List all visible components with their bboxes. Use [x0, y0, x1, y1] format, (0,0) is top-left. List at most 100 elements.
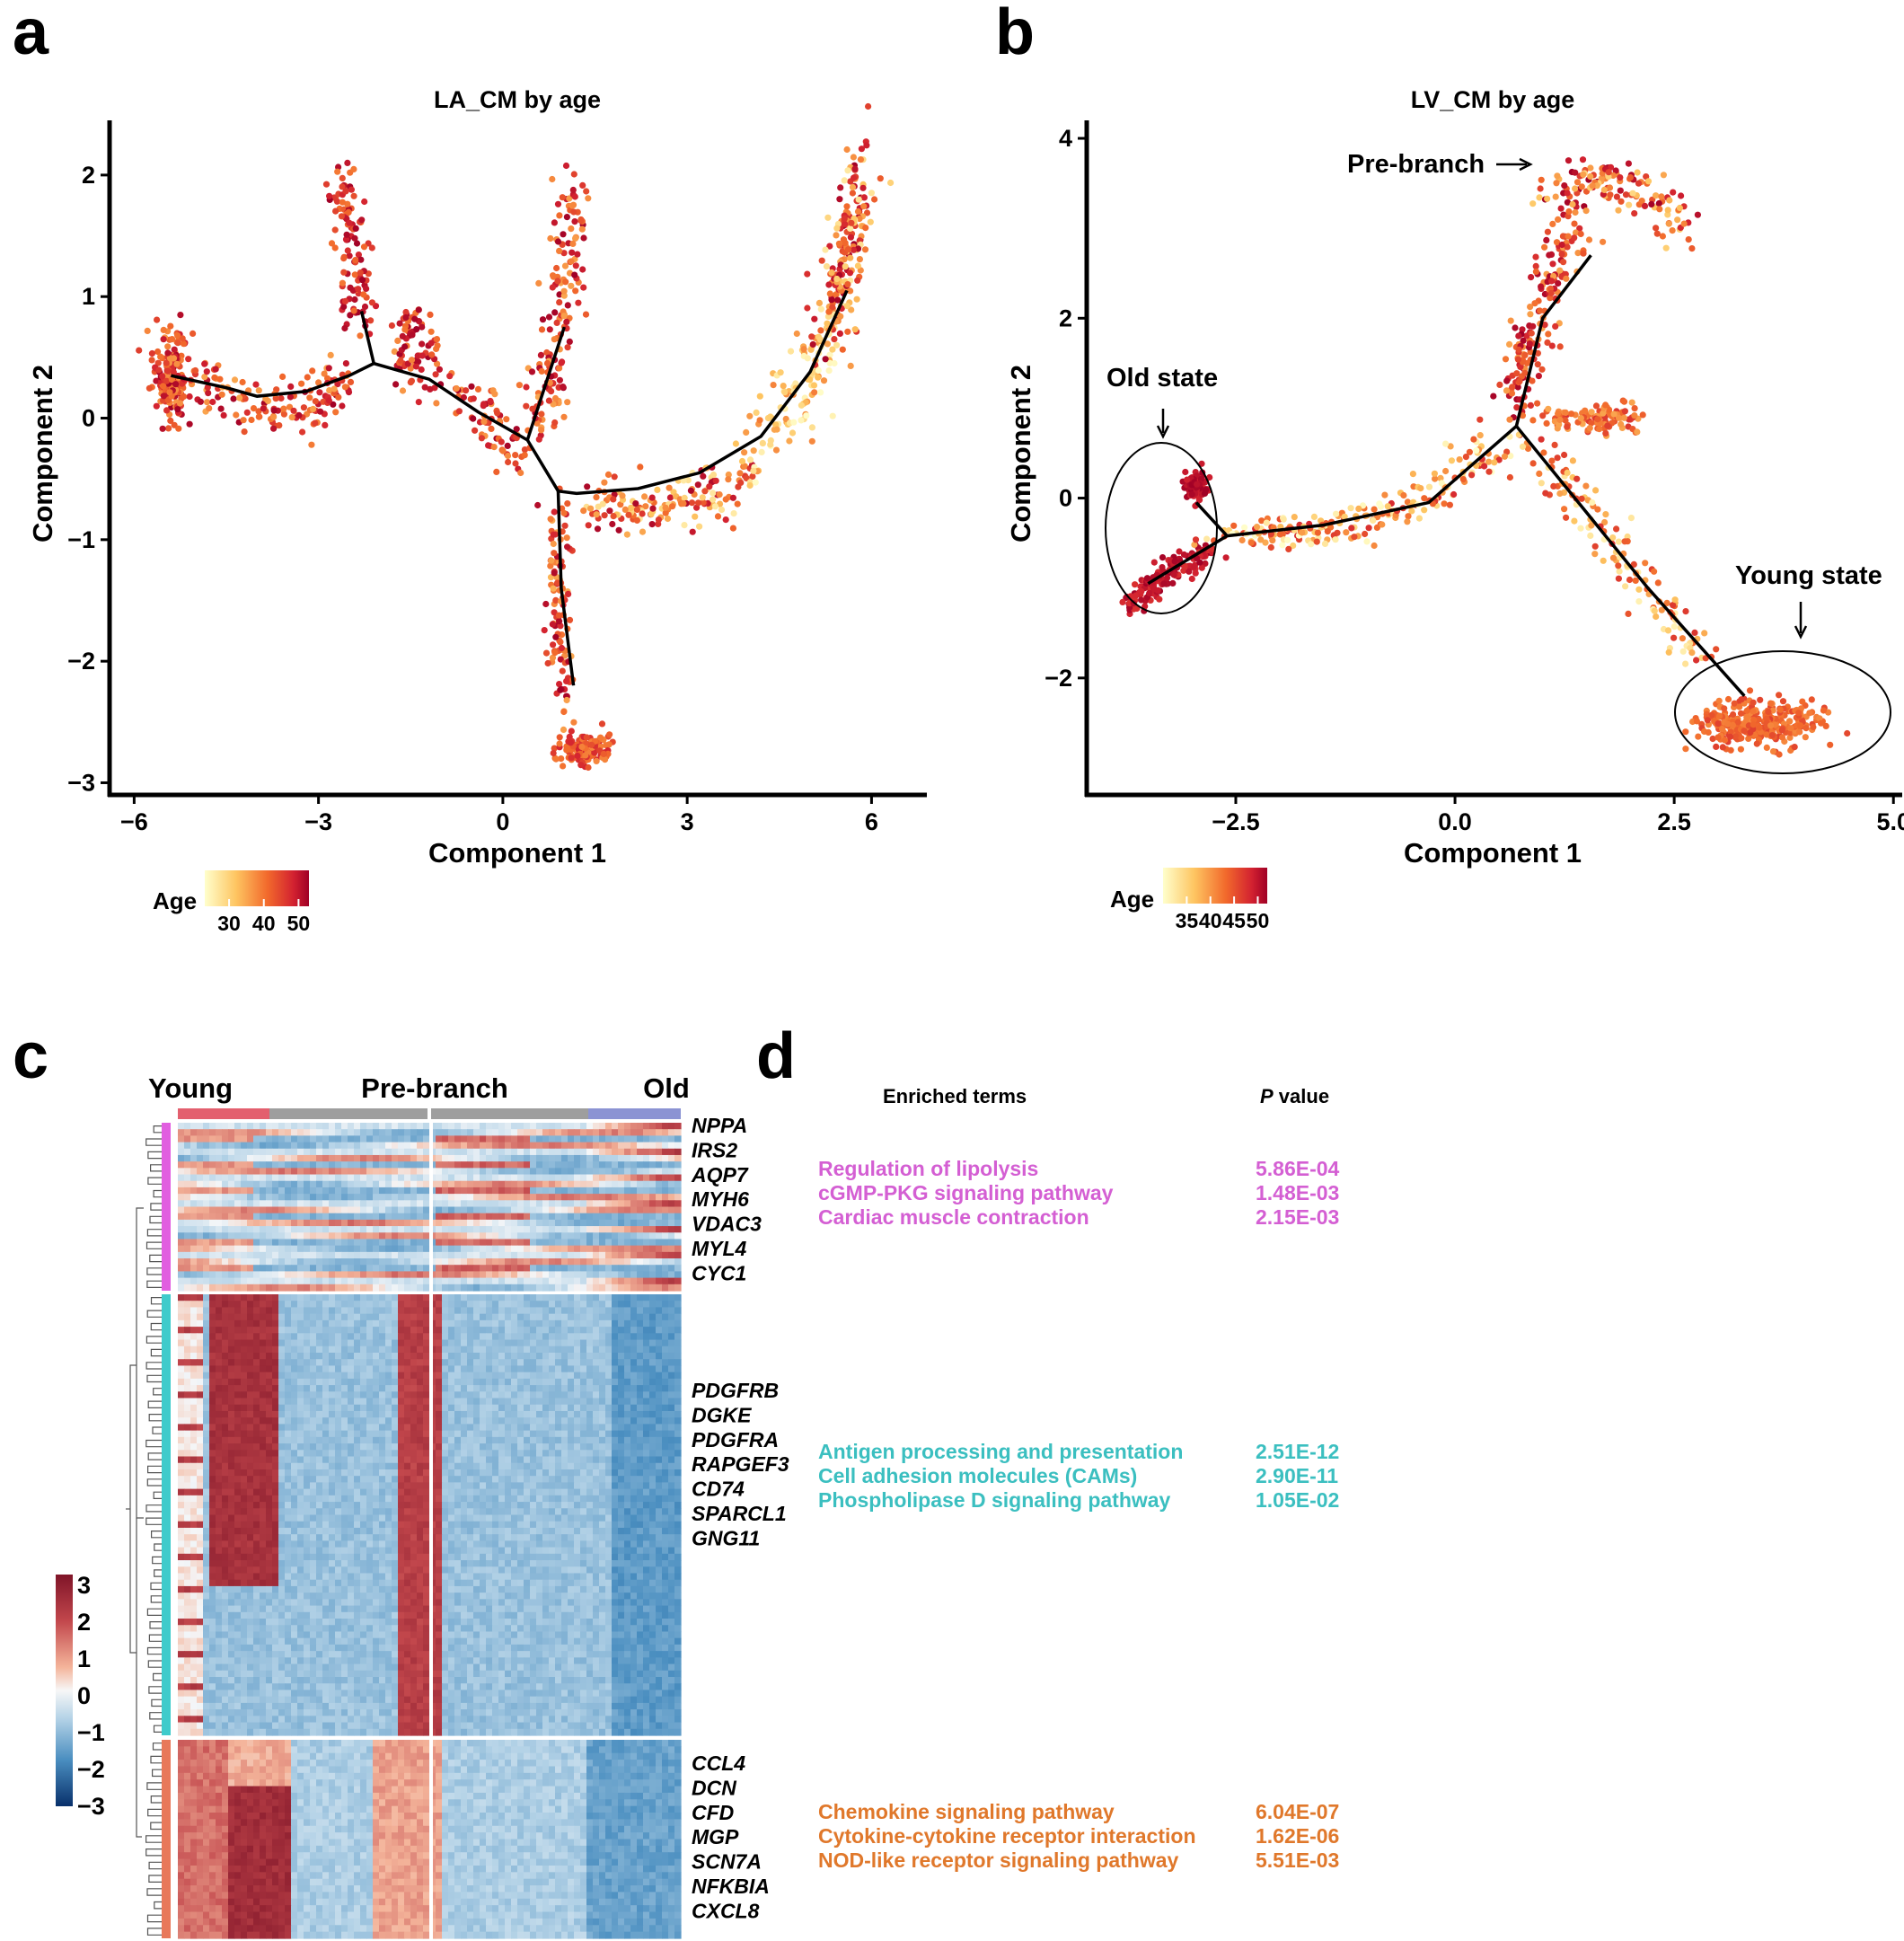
- heatmap-cell: [461, 1161, 468, 1169]
- cell-point: [633, 506, 641, 514]
- cell-point: [1314, 529, 1321, 536]
- heatmap-cell: [316, 1219, 323, 1227]
- heatmap-cell: [492, 1271, 499, 1279]
- heatmap-cell: [505, 1161, 512, 1169]
- heatmap-cell: [593, 1258, 600, 1266]
- heatmap-cell: [322, 1148, 330, 1156]
- heatmap-cell: [222, 1187, 229, 1195]
- heatmap-cell: [524, 1232, 531, 1240]
- heatmap-cell: [536, 1123, 543, 1130]
- heatmap-cell: [668, 1219, 675, 1227]
- cell-point: [521, 452, 528, 459]
- cell-point: [823, 263, 831, 270]
- heatmap-cell: [586, 1180, 594, 1188]
- heatmap-cell: [228, 1277, 235, 1285]
- heatmap-cell: [216, 1194, 223, 1201]
- heatmap-cell: [486, 1258, 493, 1266]
- heatmap-cell: [260, 1245, 267, 1253]
- heatmap-cell: [385, 1168, 392, 1176]
- cell-point: [350, 192, 357, 199]
- heatmap-cell: [461, 1194, 468, 1201]
- heatmap-cell: [184, 1245, 191, 1253]
- cell-point: [599, 500, 606, 507]
- heatmap-cell: [649, 1123, 657, 1130]
- heatmap-cell: [410, 1129, 418, 1136]
- heatmap-cell: [285, 1239, 292, 1247]
- cell-point: [255, 408, 262, 415]
- heatmap-cell: [410, 1148, 418, 1156]
- heatmap-cell: [228, 1168, 235, 1176]
- heatmap-cell: [530, 1245, 537, 1253]
- cell-point: [625, 511, 632, 518]
- heatmap-cell: [511, 1142, 518, 1150]
- heatmap-cell: [272, 1142, 279, 1150]
- heatmap-cell: [379, 1265, 386, 1273]
- heatmap-cell: [674, 1251, 682, 1259]
- heatmap-cell: [329, 1129, 336, 1136]
- cell-point: [402, 313, 410, 322]
- heatmap-cell: [285, 1187, 292, 1195]
- cell-point: [1589, 182, 1596, 190]
- heatmap-cell: [593, 1180, 600, 1188]
- cell-point: [549, 654, 557, 661]
- cell-point: [1534, 400, 1541, 407]
- heatmap-cell: [668, 1123, 675, 1130]
- heatmap-cell: [310, 1200, 317, 1208]
- cell-point: [1543, 419, 1550, 427]
- heatmap-cell: [310, 1251, 317, 1259]
- cell-point: [340, 269, 348, 276]
- cell-point: [610, 496, 617, 503]
- cell-point: [1569, 200, 1576, 208]
- cell-point: [602, 756, 609, 763]
- heatmap-cell: [316, 1294, 323, 1301]
- heatmap-cell: [360, 1294, 367, 1301]
- heatmap-cell: [530, 1123, 537, 1130]
- cell-point: [317, 408, 324, 415]
- heatmap-cell: [404, 1251, 411, 1259]
- cell-point: [1635, 598, 1643, 605]
- cell-point: [401, 326, 409, 333]
- heatmap-cell: [656, 1154, 663, 1162]
- heatmap-cell: [291, 1161, 298, 1169]
- heatmap-cell: [461, 1180, 468, 1188]
- heatmap-cell: [656, 1265, 663, 1273]
- cell-point: [368, 244, 375, 251]
- heatmap-cell: [568, 1135, 575, 1143]
- heatmap-cell: [674, 1180, 682, 1188]
- heatmap-cell: [285, 1161, 292, 1169]
- heatmap-cell: [178, 1258, 185, 1266]
- cell-point: [1671, 596, 1679, 604]
- heatmap-cell: [348, 1148, 355, 1156]
- heatmap-cell: [392, 1168, 399, 1176]
- heatmap-cell: [505, 1245, 512, 1253]
- heatmap-cell: [278, 1180, 286, 1188]
- cell-point: [173, 360, 181, 367]
- heatmap-cell: [197, 1294, 204, 1301]
- heatmap-cell: [278, 1154, 286, 1162]
- heatmap-cell: [492, 1232, 499, 1240]
- heatmap-cell: [574, 1258, 581, 1266]
- cell-point: [1555, 216, 1562, 223]
- heatmap-cell: [190, 1284, 198, 1292]
- heatmap-cell: [272, 1135, 279, 1143]
- heatmap-cell: [322, 1187, 330, 1195]
- cell-point: [339, 279, 346, 287]
- cell-point: [1238, 536, 1246, 544]
- heatmap-cell: [454, 1245, 462, 1253]
- cell-point: [1384, 503, 1391, 510]
- heatmap-cell: [410, 1168, 418, 1176]
- cell-point: [808, 437, 815, 445]
- heatmap-cell: [348, 1123, 355, 1130]
- heatmap-cell: [379, 1200, 386, 1208]
- heatmap-cell: [341, 1213, 348, 1221]
- heatmap-cell: [643, 1161, 650, 1169]
- heatmap-cell: [436, 1180, 443, 1188]
- heatmap-cell: [574, 1180, 581, 1188]
- heatmap-cell: [517, 1206, 524, 1214]
- heatmap-cell: [222, 1284, 229, 1292]
- heatmap-cell: [480, 1187, 487, 1195]
- heatmap-cell: [536, 1187, 543, 1195]
- cell-point: [654, 486, 661, 494]
- heatmap-cell: [568, 1168, 575, 1176]
- heatmap-cell: [216, 1294, 223, 1301]
